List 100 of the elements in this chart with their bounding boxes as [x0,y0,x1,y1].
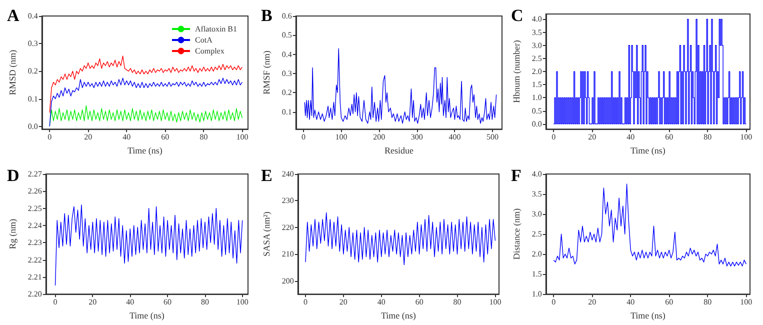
y-tick-label: 0.2 [28,66,38,76]
x-tick-label: 0 [303,298,308,307]
x-tick-label: 60 [415,298,424,307]
x-tick-label: 40 [626,298,635,307]
y-tick-label: 2.5 [532,54,542,63]
y-tick-label: 0.4 [282,50,292,59]
x-tick-label: 20 [339,298,348,307]
line-series [54,204,243,286]
chart-title: D [7,166,20,185]
y-tick-label: 2.20 [28,290,42,299]
y-tick-label: 2.21 [28,272,42,282]
x-tick-label: 40 [377,298,386,307]
line-series [49,105,243,127]
y-tick-label: 2.5 [532,230,542,239]
chart-title: B [261,6,272,25]
x-tick-label: 60 [665,298,674,307]
y-tick-label: 0.1 [282,107,292,116]
y-tick-label: 0.1 [28,94,38,104]
y-tick-label: 2.26 [28,186,42,196]
x-tick-label: 100 [335,132,348,142]
y-tick-label: 3.0 [532,210,542,219]
x-tick-label: 100 [740,132,752,142]
y-tick-label: 3.0 [532,40,542,50]
y-tick-label: 0.5 [282,30,292,40]
x-tick-label: 200 [373,132,386,142]
x-tick-label: 60 [665,132,674,142]
y-axis-title: SASA (nm²) [262,212,272,257]
x-tick-label: 100 [740,298,752,307]
y-tick-label: 0.4 [28,12,38,20]
x-tick-label: 400 [448,132,461,142]
x-tick-label: 0 [552,132,556,142]
y-tick-label: 0.2 [282,88,292,98]
line-series [553,184,746,266]
x-tick-label: 80 [453,298,462,307]
y-tick-label: 2.0 [532,250,542,259]
y-tick-label: 1.0 [532,290,542,299]
x-tick-label: 80 [200,132,208,142]
x-tick-label: 80 [704,298,712,307]
y-axis-title: Hbnum (number) [512,40,522,103]
x-axis-title: Time (ns) [129,310,164,320]
y-tick-label: 1.5 [532,80,542,90]
y-tick-label: 2.24 [28,220,42,230]
x-tick-label: 40 [126,298,134,307]
y-tick-label: 230 [282,196,294,206]
y-tick-label: 2.27 [28,170,42,178]
x-tick-label: 100 [489,298,502,307]
y-tick-label: 0.3 [28,39,38,48]
x-tick-label: 20 [588,298,596,307]
x-axis-title: Time (ns) [127,146,162,156]
x-tick-label: 80 [704,132,712,142]
x-tick-label: 0 [552,298,556,307]
y-axis-title: RMSF (nm) [262,50,272,94]
x-tick-label: 100 [236,132,248,142]
line-series [49,78,243,127]
y-tick-label: 0.5 [532,106,542,116]
y-tick-label: 0.0 [28,122,38,131]
y-tick-label: 2.22 [28,255,42,264]
x-tick-label: 100 [236,298,248,307]
x-tick-label: 0 [53,298,58,307]
x-tick-label: 500 [486,132,499,142]
y-tick-label: 4.0 [532,14,542,24]
x-axis-title: Residue [384,146,414,156]
legend-label: CotA [195,36,213,44]
y-tick-label: 210 [282,250,294,259]
x-tick-label: 300 [410,132,423,142]
x-tick-label: 60 [164,298,172,307]
x-tick-label: 20 [84,132,92,142]
y-axis-title: RMSD (nm) [8,50,18,96]
y-tick-label: 3.5 [532,190,542,199]
x-tick-label: 0 [48,132,52,142]
x-tick-label: 20 [88,298,97,307]
y-tick-label: 200 [282,276,294,286]
x-tick-label: 40 [626,132,635,142]
line-series [304,48,497,124]
x-axis-title: Time (ns) [630,310,666,320]
y-tick-label: 1.0 [532,93,542,102]
x-tick-label: 20 [588,132,596,142]
x-axis-title: Time (ns) [380,310,416,320]
x-tick-label: 80 [200,298,209,307]
y-tick-label: 1.5 [532,270,542,279]
x-axis-title: Time (ns) [630,146,666,156]
y-tick-label: 0.6 [282,12,292,20]
chart-title: E [261,166,272,185]
y-tick-label: 2.23 [28,238,42,248]
y-tick-label: 0.3 [282,69,292,78]
y-tick-label: 2.0 [532,67,542,76]
x-tick-label: 60 [161,132,170,142]
y-tick-label: 0.0 [532,119,542,128]
y-axis-title: Rg (nm) [8,218,18,250]
legend-label: Complex [195,46,224,56]
x-tick-label: 0 [301,132,306,142]
chart-title: C [511,6,524,25]
y-axis-title: Distance (nm) [512,208,522,260]
chart-title: F [511,166,522,185]
y-tick-label: 220 [282,222,294,232]
line-series [49,56,243,113]
chart-title: A [7,6,20,25]
legend-label: Aflatoxin B1 [195,24,238,34]
line-series [305,212,496,266]
y-tick-label: 3.5 [532,28,542,37]
